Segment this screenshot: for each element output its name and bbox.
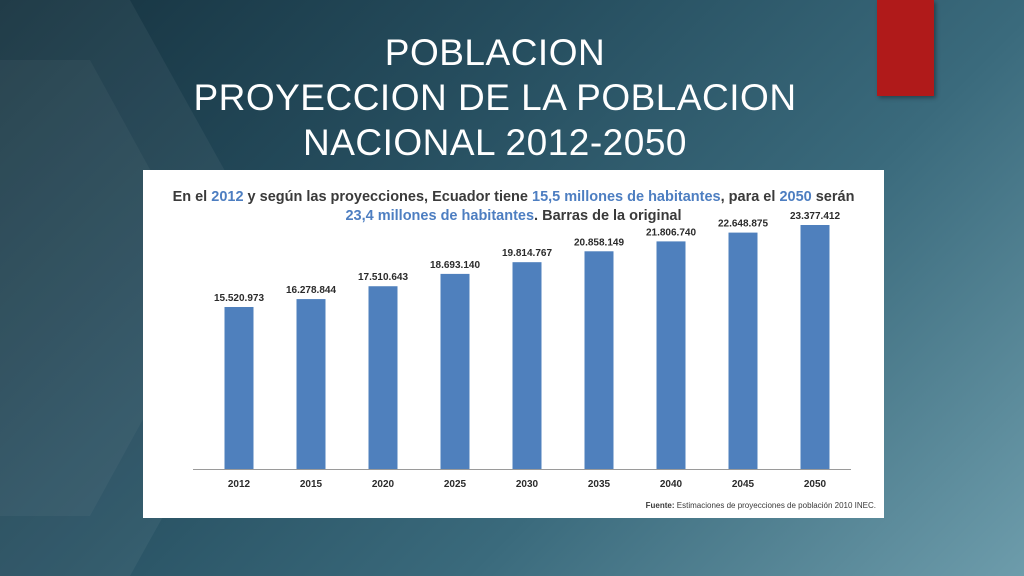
- category-label-2040: 2040: [660, 479, 683, 490]
- value-label-2050: 23.377.412: [790, 211, 840, 222]
- source-label: Fuente:: [645, 501, 675, 510]
- title-line-2: PROYECCION DE LA POBLACION: [193, 77, 797, 118]
- bar-2025: [440, 273, 470, 469]
- value-label-2045: 22.648.875: [718, 219, 768, 230]
- subtitle-highlight-year: 2050: [779, 189, 812, 205]
- accent-bar: [877, 0, 934, 96]
- chart-subtitle: En el 2012 y según las proyecciones, Ecu…: [143, 188, 884, 226]
- value-label-2012: 15.520.973: [214, 293, 264, 304]
- category-label-group: 2012 2015 2020 2025 2030 2035 2040 2045 2050: [228, 479, 827, 490]
- value-label-group: 15.520.973 16.278.844 17.510.643 18.693.140…: [214, 211, 840, 304]
- subtitle-highlight-2012-population: 15,5 millones de habitantes: [532, 189, 721, 205]
- value-label-2015: 16.278.844: [286, 285, 336, 296]
- bar-2050: [800, 224, 830, 469]
- bar-2045: [728, 232, 758, 469]
- subtitle-text: , para el: [720, 189, 780, 205]
- category-label-2020: 2020: [372, 479, 395, 490]
- chart-panel: En el 2012 y según las proyecciones, Ecu…: [143, 170, 884, 518]
- title-line-3: NACIONAL 2012-2050: [302, 122, 687, 163]
- subtitle-text: . Barras de la original: [534, 208, 682, 224]
- subtitle-text: serán: [811, 189, 855, 205]
- chart-source: Fuente: Estimaciones de proyecciones de …: [646, 501, 876, 510]
- category-label-2025: 2025: [444, 479, 467, 490]
- bar-2030: [512, 262, 542, 469]
- category-label-2015: 2015: [300, 479, 323, 490]
- value-label-2030: 19.814.767: [502, 248, 552, 259]
- value-label-2025: 18.693.140: [430, 260, 480, 271]
- slide-title: POBLACION PROYECCION DE LA POBLACION NAC…: [150, 30, 840, 165]
- value-label-2040: 21.806.740: [646, 227, 696, 238]
- source-text: Estimaciones de proyecciones de població…: [674, 501, 876, 510]
- bar-2020: [368, 286, 398, 469]
- bar-2012: [224, 306, 254, 469]
- bar-2035: [584, 251, 614, 469]
- bar-2040: [656, 241, 686, 469]
- category-label-2012: 2012: [228, 479, 251, 490]
- category-label-2030: 2030: [516, 479, 539, 490]
- title-line-1: POBLACION: [384, 32, 606, 73]
- category-label-2035: 2035: [588, 479, 611, 490]
- subtitle-text: y según las proyecciones, Ecuador tiene: [243, 189, 533, 205]
- bar-2015: [296, 299, 326, 469]
- value-label-2020: 17.510.643: [358, 272, 408, 283]
- subtitle-text: En el: [172, 189, 212, 205]
- category-label-2045: 2045: [732, 479, 755, 490]
- value-label-2035: 20.858.149: [574, 237, 624, 248]
- bar-chart: 15.520.973 16.278.844 17.510.643 18.693.140…: [193, 211, 851, 490]
- subtitle-highlight-2050-population: 23,4 millones de habitantes: [345, 208, 535, 224]
- category-label-2050: 2050: [804, 479, 827, 490]
- bar-group: [224, 224, 830, 469]
- subtitle-highlight-year: 2012: [211, 189, 244, 205]
